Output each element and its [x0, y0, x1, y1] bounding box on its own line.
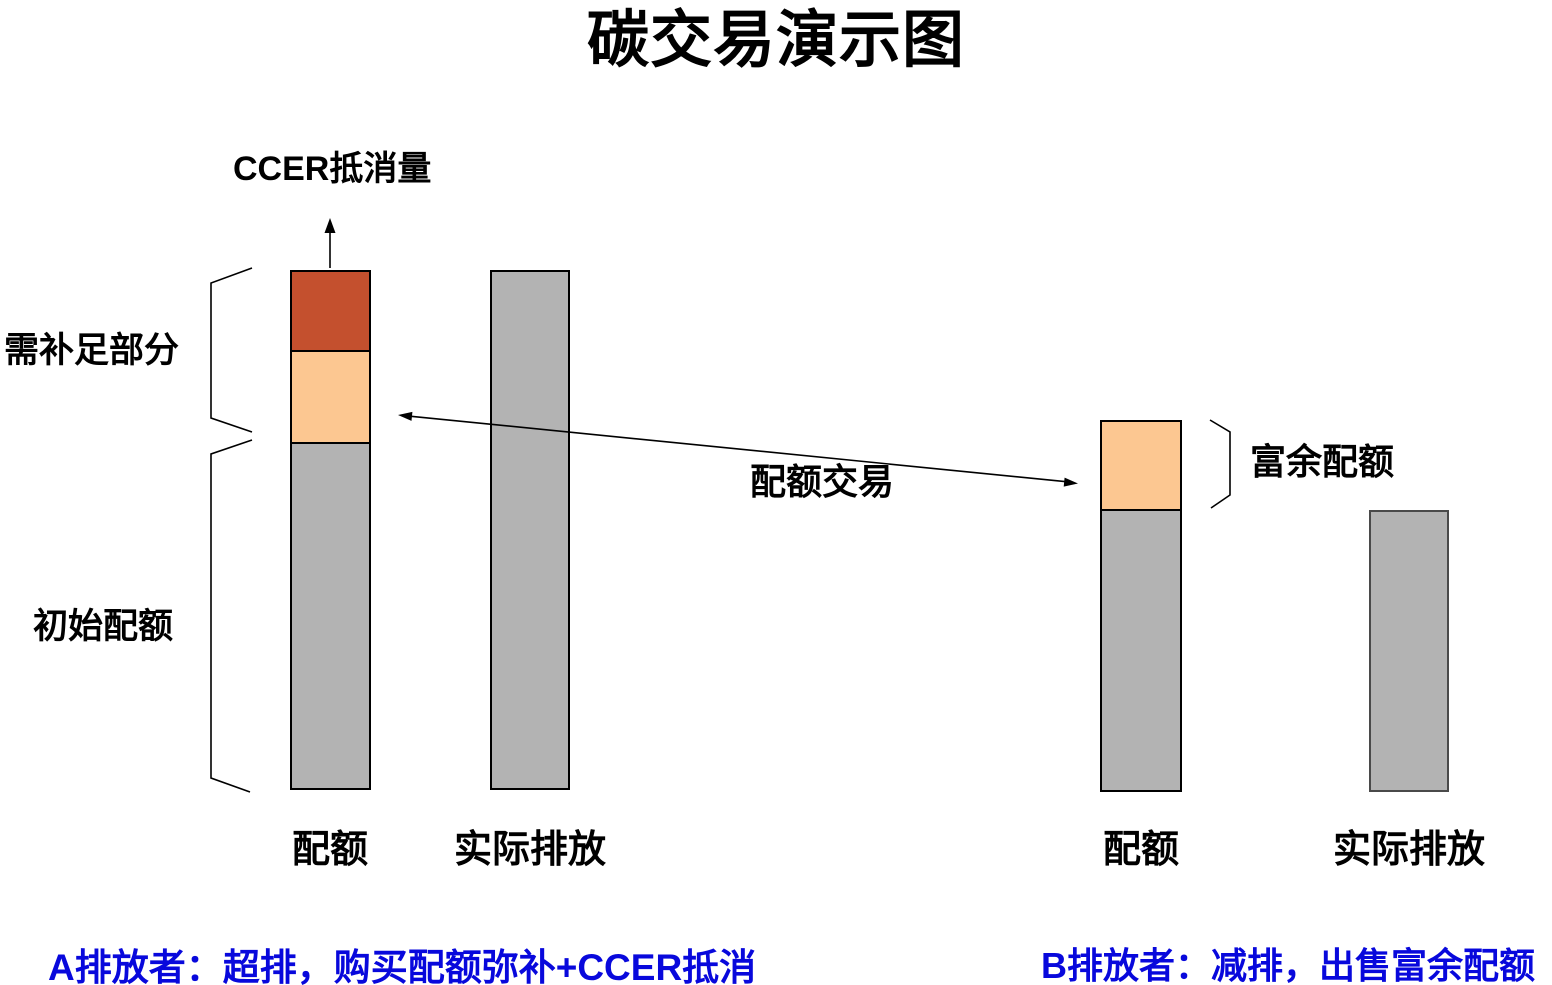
shortfall-label: 需补足部分	[4, 331, 180, 370]
ccer-offset-label: CCER抵消量	[233, 150, 432, 188]
ccer-up-arrow-icon	[324, 218, 336, 268]
barB-actual-axis-label: 实际排放	[1332, 829, 1485, 871]
barA-quota-initial-segment	[290, 442, 371, 790]
barB-actual-emission-bar	[1369, 510, 1449, 792]
surplus-quota-label: 富余配额	[1250, 441, 1395, 482]
barA-actual-emission-bar	[490, 270, 570, 790]
quota-trade-label: 配额交易	[750, 461, 895, 502]
diagram-title: 碳交易演示图	[586, 6, 965, 75]
shortfall-brace-icon	[210, 267, 253, 433]
barB-quota-used-segment	[1100, 509, 1182, 792]
barA-quota-bought-segment	[290, 350, 371, 444]
surplus-bracket-icon	[1209, 419, 1231, 509]
barA-quota-axis-label: 配额	[291, 829, 368, 871]
emitter-b-caption: B排放者：减排，出售富余配额	[1041, 945, 1535, 985]
barA-actual-axis-label: 实际排放	[453, 829, 606, 871]
emitter-a-caption: A排放者：超排，购买配额弥补+CCER抵消	[48, 947, 757, 985]
initial-quota-brace-icon	[210, 439, 253, 793]
initial-quota-label: 初始配额	[33, 607, 174, 646]
barA-quota-ccer-segment	[290, 270, 371, 352]
barB-quota-surplus-segment	[1100, 420, 1182, 511]
barB-quota-axis-label: 配额	[1102, 829, 1179, 871]
